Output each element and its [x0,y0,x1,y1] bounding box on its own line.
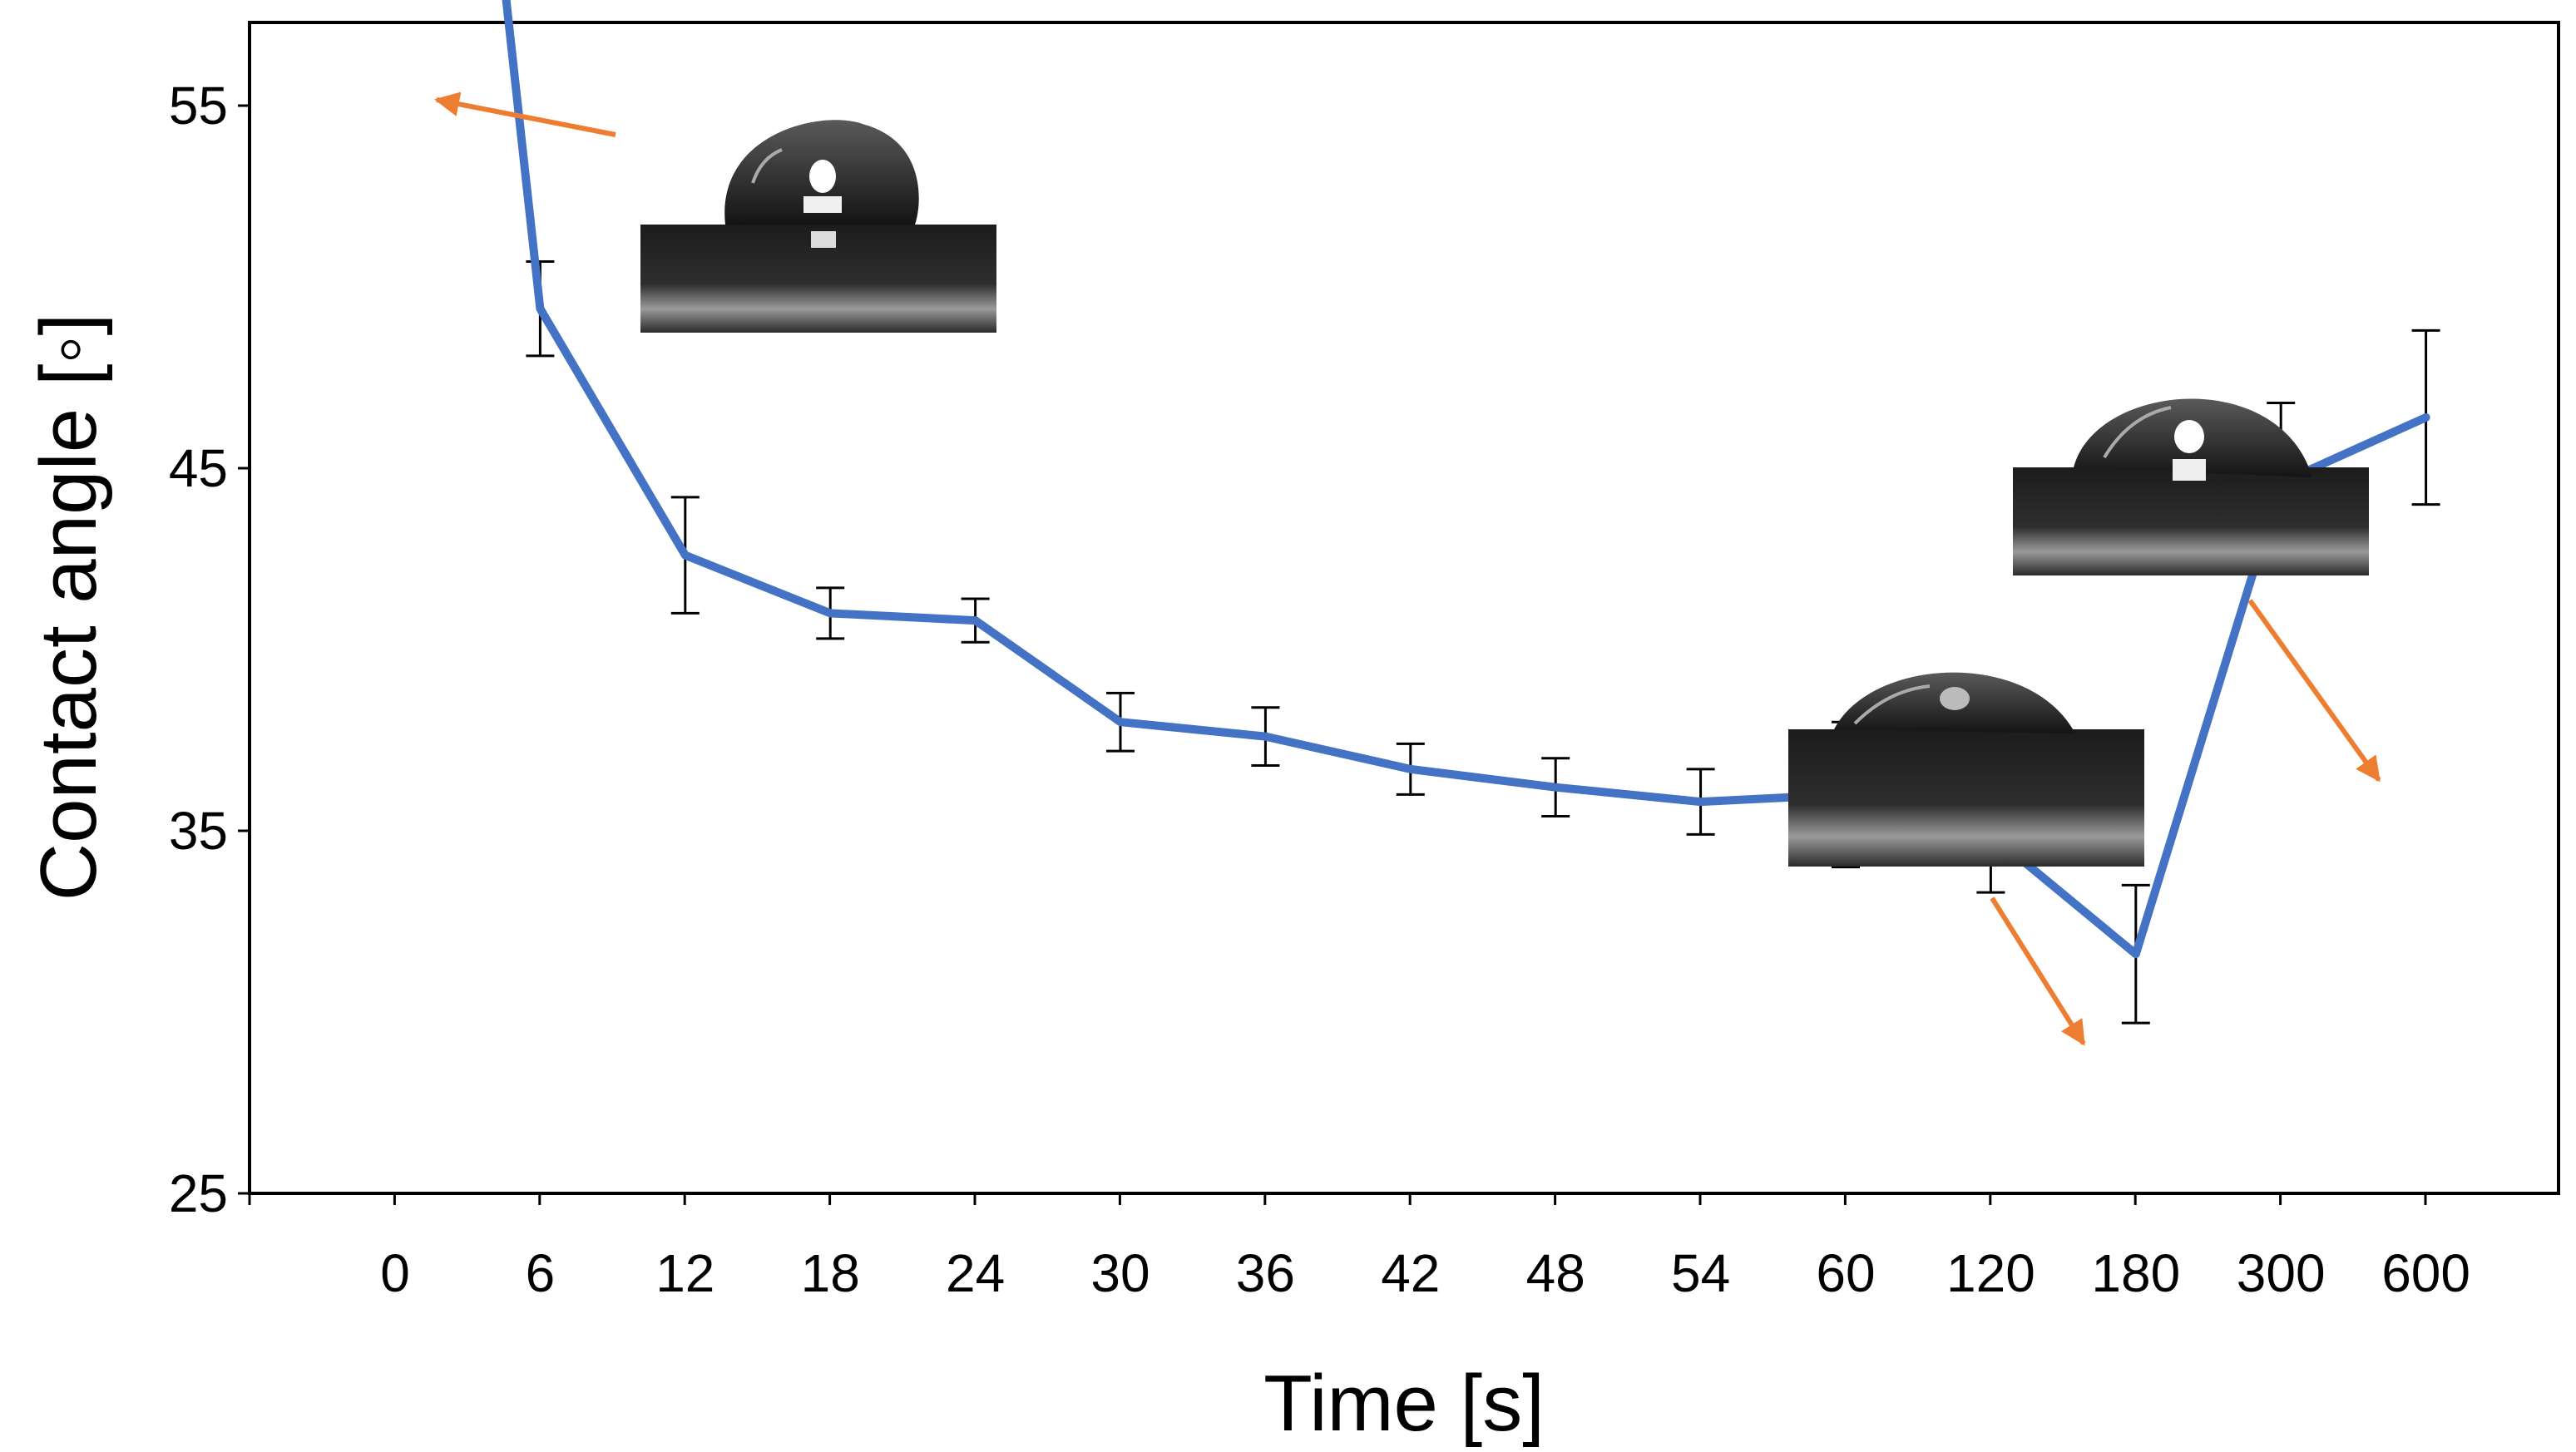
annotation-arrows [434,91,2381,1046]
x-tick-label-180: 180 [2091,1243,2180,1303]
data-point-54 [1696,797,1706,807]
y-tick-label-25: 25 [169,1163,228,1223]
x-tick-label-300: 300 [2237,1243,2326,1303]
x-tick-label-36: 36 [1236,1243,1295,1303]
data-point-36 [1260,732,1270,742]
x-tick-label-120: 120 [1946,1243,2035,1303]
data-point-48 [1550,783,1560,793]
series-line-0 [502,0,2430,959]
x-tick-label-12: 12 [655,1243,714,1303]
x-tick-label-54: 54 [1671,1243,1730,1303]
data-point-24 [971,615,981,625]
x-tick-label-0: 0 [380,1243,410,1303]
droplet-photo-180s [1788,672,2144,867]
y-tick-label-35: 35 [169,801,228,861]
data-point-18 [825,608,835,618]
x-tick-label-600: 600 [2381,1243,2470,1303]
series-lines [502,0,2431,959]
data-point-180 [2131,949,2141,959]
data-point-600 [2421,412,2431,422]
x-axis-title: Time [s] [1263,1359,1545,1448]
y-tick-label-45: 45 [169,438,228,498]
y-tick-label-55: 55 [169,76,228,136]
data-point-6 [535,304,545,314]
data-point-12 [680,551,690,561]
data-point-30 [1115,717,1125,727]
annotation-arrow-600s [2247,599,2381,783]
x-tick-label-60: 60 [1816,1243,1875,1303]
y-axis-title: Contact angle [◦] [24,314,113,901]
annotation-arrow-initial [434,91,616,137]
droplet-photo-initial [640,120,996,333]
x-tick-label-30: 30 [1090,1243,1150,1303]
data-point-42 [1406,764,1416,774]
x-tick-label-18: 18 [801,1243,860,1303]
axes: 2535455565758506121824303642485460120180… [169,76,2470,1303]
x-tick-label-48: 48 [1526,1243,1585,1303]
droplet-photo-600s [2013,398,2369,575]
plot-frame [248,21,2560,1195]
x-tick-label-24: 24 [946,1243,1005,1303]
x-tick-label-6: 6 [526,1243,556,1303]
annotation-arrow-180s [1990,896,2086,1046]
x-tick-label-42: 42 [1381,1243,1440,1303]
